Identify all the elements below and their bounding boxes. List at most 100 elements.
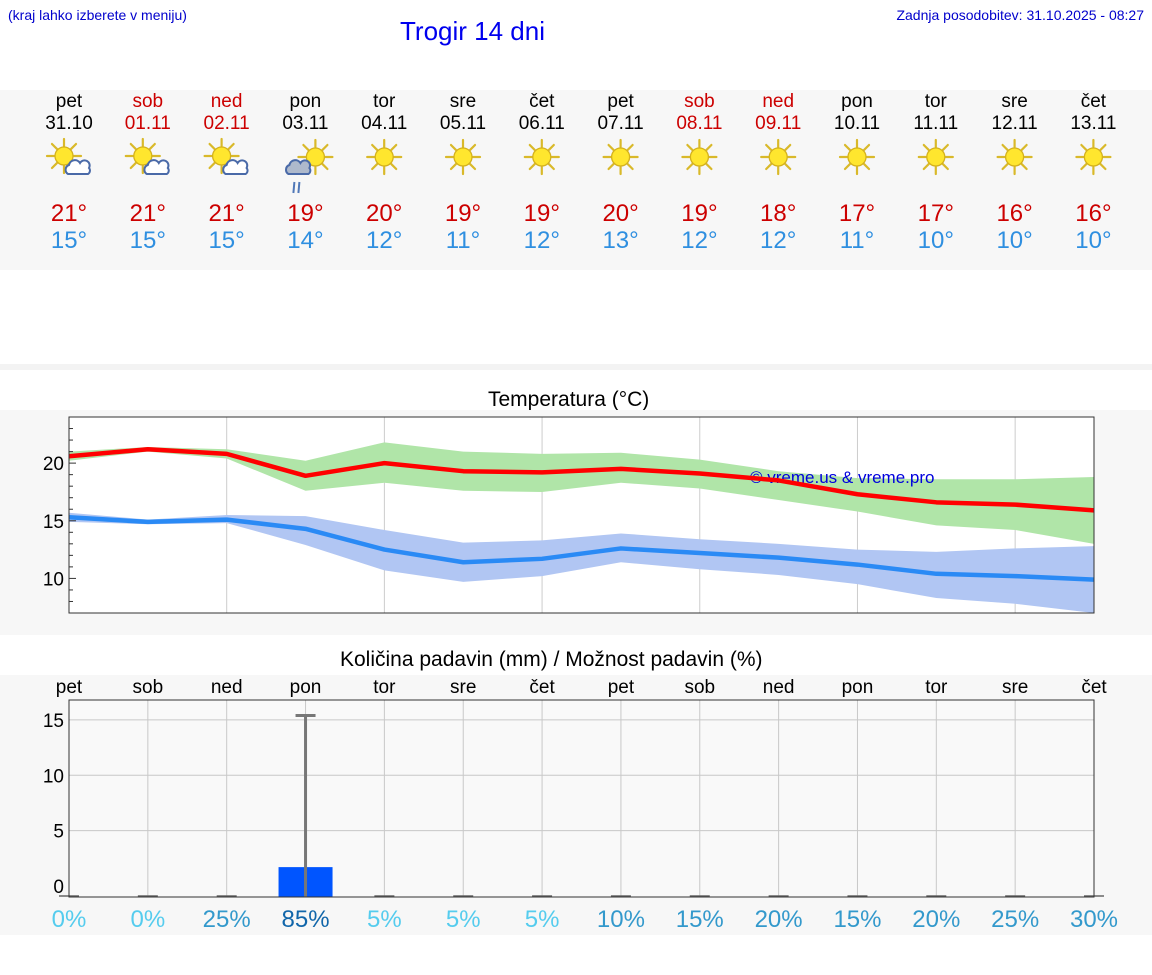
sun-icon [996, 138, 1033, 176]
last-updated: Zadnja posodobitev: 31.10.2025 - 08:27 [896, 7, 1144, 23]
temp-min: 13° [602, 227, 638, 254]
precip-probability: 5% [525, 906, 560, 933]
temp-max: 16° [1075, 200, 1111, 227]
x-category-label: sre [1002, 677, 1028, 698]
temp-min: 11° [446, 227, 481, 254]
precip-probability: 25% [991, 906, 1039, 933]
precipitation-chart-title: Količina padavin (mm) / Možnost padavin … [340, 648, 763, 671]
day-name: sob [684, 91, 715, 112]
temp-min: 15° [208, 227, 244, 254]
y-tick-label: 10 [43, 766, 64, 787]
day-date: 11.11 [913, 113, 958, 134]
temp-min: 10° [1075, 227, 1111, 254]
day-date: 05.11 [440, 113, 486, 134]
sun-icon [523, 138, 560, 176]
day-name: tor [925, 91, 948, 112]
temp-min: 10° [918, 227, 954, 254]
max-temp-range-band [69, 442, 1094, 544]
day-name: tor [373, 91, 396, 112]
x-category-label: čet [529, 677, 555, 698]
daily-forecast-panel: pet 31.10 21° 15° sob 01.11 21° 15° ned 02.11 21° 1… [0, 90, 1152, 270]
day-date: 12.11 [992, 113, 1038, 134]
temp-min: 14° [287, 227, 323, 254]
x-category-label: sob [684, 677, 715, 698]
day-date: 02.11 [204, 113, 250, 134]
temp-min: 12° [366, 227, 402, 254]
precip-probability: 0% [52, 906, 87, 933]
x-category-label: sre [450, 677, 476, 698]
day-date: 31.10 [45, 113, 93, 134]
plot-area [69, 700, 1094, 897]
page-title: Trogir 14 dni [400, 16, 545, 46]
temp-max: 18° [760, 200, 796, 227]
day-name: čet [1081, 91, 1107, 112]
temp-min: 15° [130, 227, 166, 254]
day-date: 10.11 [834, 113, 880, 134]
temp-min: 12° [524, 227, 560, 254]
temperature-chart: © vreme.us & vreme.pro 10 15 20 [43, 416, 1095, 614]
day-name: ned [762, 91, 794, 112]
y-tick-label: 0 [53, 877, 64, 898]
plot-frame [68, 416, 1095, 614]
precip-probability: 20% [755, 906, 803, 933]
x-category-label: pon [842, 677, 874, 698]
section-divider [0, 364, 1152, 370]
day-date: 13.11 [1070, 113, 1116, 134]
location-menu-hint: (kraj lahko izberete v meniju) [8, 7, 187, 23]
x-category-label: pet [608, 677, 635, 698]
x-category-label: tor [373, 677, 396, 698]
day-date: 03.11 [282, 113, 328, 134]
temp-max: 19° [681, 200, 717, 227]
y-tick-label: 15 [43, 512, 64, 533]
y-tick-label: 20 [43, 454, 64, 475]
temp-max: 21° [51, 200, 87, 227]
x-category-label: pet [56, 677, 83, 698]
sun-icon [366, 138, 403, 176]
min-temp-line [68, 515, 1095, 582]
temp-min: 12° [681, 227, 717, 254]
precip-probability: 85% [282, 906, 330, 933]
day-name: sre [1001, 91, 1027, 112]
day-name: pon [290, 91, 322, 112]
x-category-label: tor [925, 677, 948, 698]
day-date: 07.11 [598, 113, 644, 134]
precip-probability: 0% [131, 906, 166, 933]
day-date: 09.11 [755, 113, 801, 134]
sun-cloud-icon [203, 137, 249, 175]
x-category-label: ned [211, 677, 243, 698]
sun-icon [917, 138, 954, 176]
x-category-label: ned [763, 677, 795, 698]
precip-probability: 30% [1070, 906, 1118, 933]
day-name: sob [132, 91, 163, 112]
sun-icon [760, 138, 797, 176]
sun-cloud-icon [124, 137, 170, 175]
day-name: ned [211, 91, 243, 112]
day-name: pet [56, 91, 83, 112]
plot-frame [68, 699, 1095, 898]
temp-min: 15° [51, 227, 87, 254]
day-date: 01.11 [125, 113, 171, 134]
precip-probability: 5% [367, 906, 402, 933]
day-date: 04.11 [361, 113, 407, 134]
y-tick-label: 15 [43, 711, 64, 732]
day-name: pon [841, 91, 873, 112]
day-date: 06.11 [519, 113, 565, 134]
watermark: © vreme.us & vreme.pro [750, 468, 934, 487]
day-name: pet [607, 91, 634, 112]
precip-probability: 10% [597, 906, 645, 933]
temp-min: 11° [840, 227, 875, 254]
precip-probability: 20% [912, 906, 960, 933]
precip-probability: 15% [676, 906, 724, 933]
sun-icon [838, 138, 876, 176]
temp-max: 16° [996, 200, 1032, 227]
